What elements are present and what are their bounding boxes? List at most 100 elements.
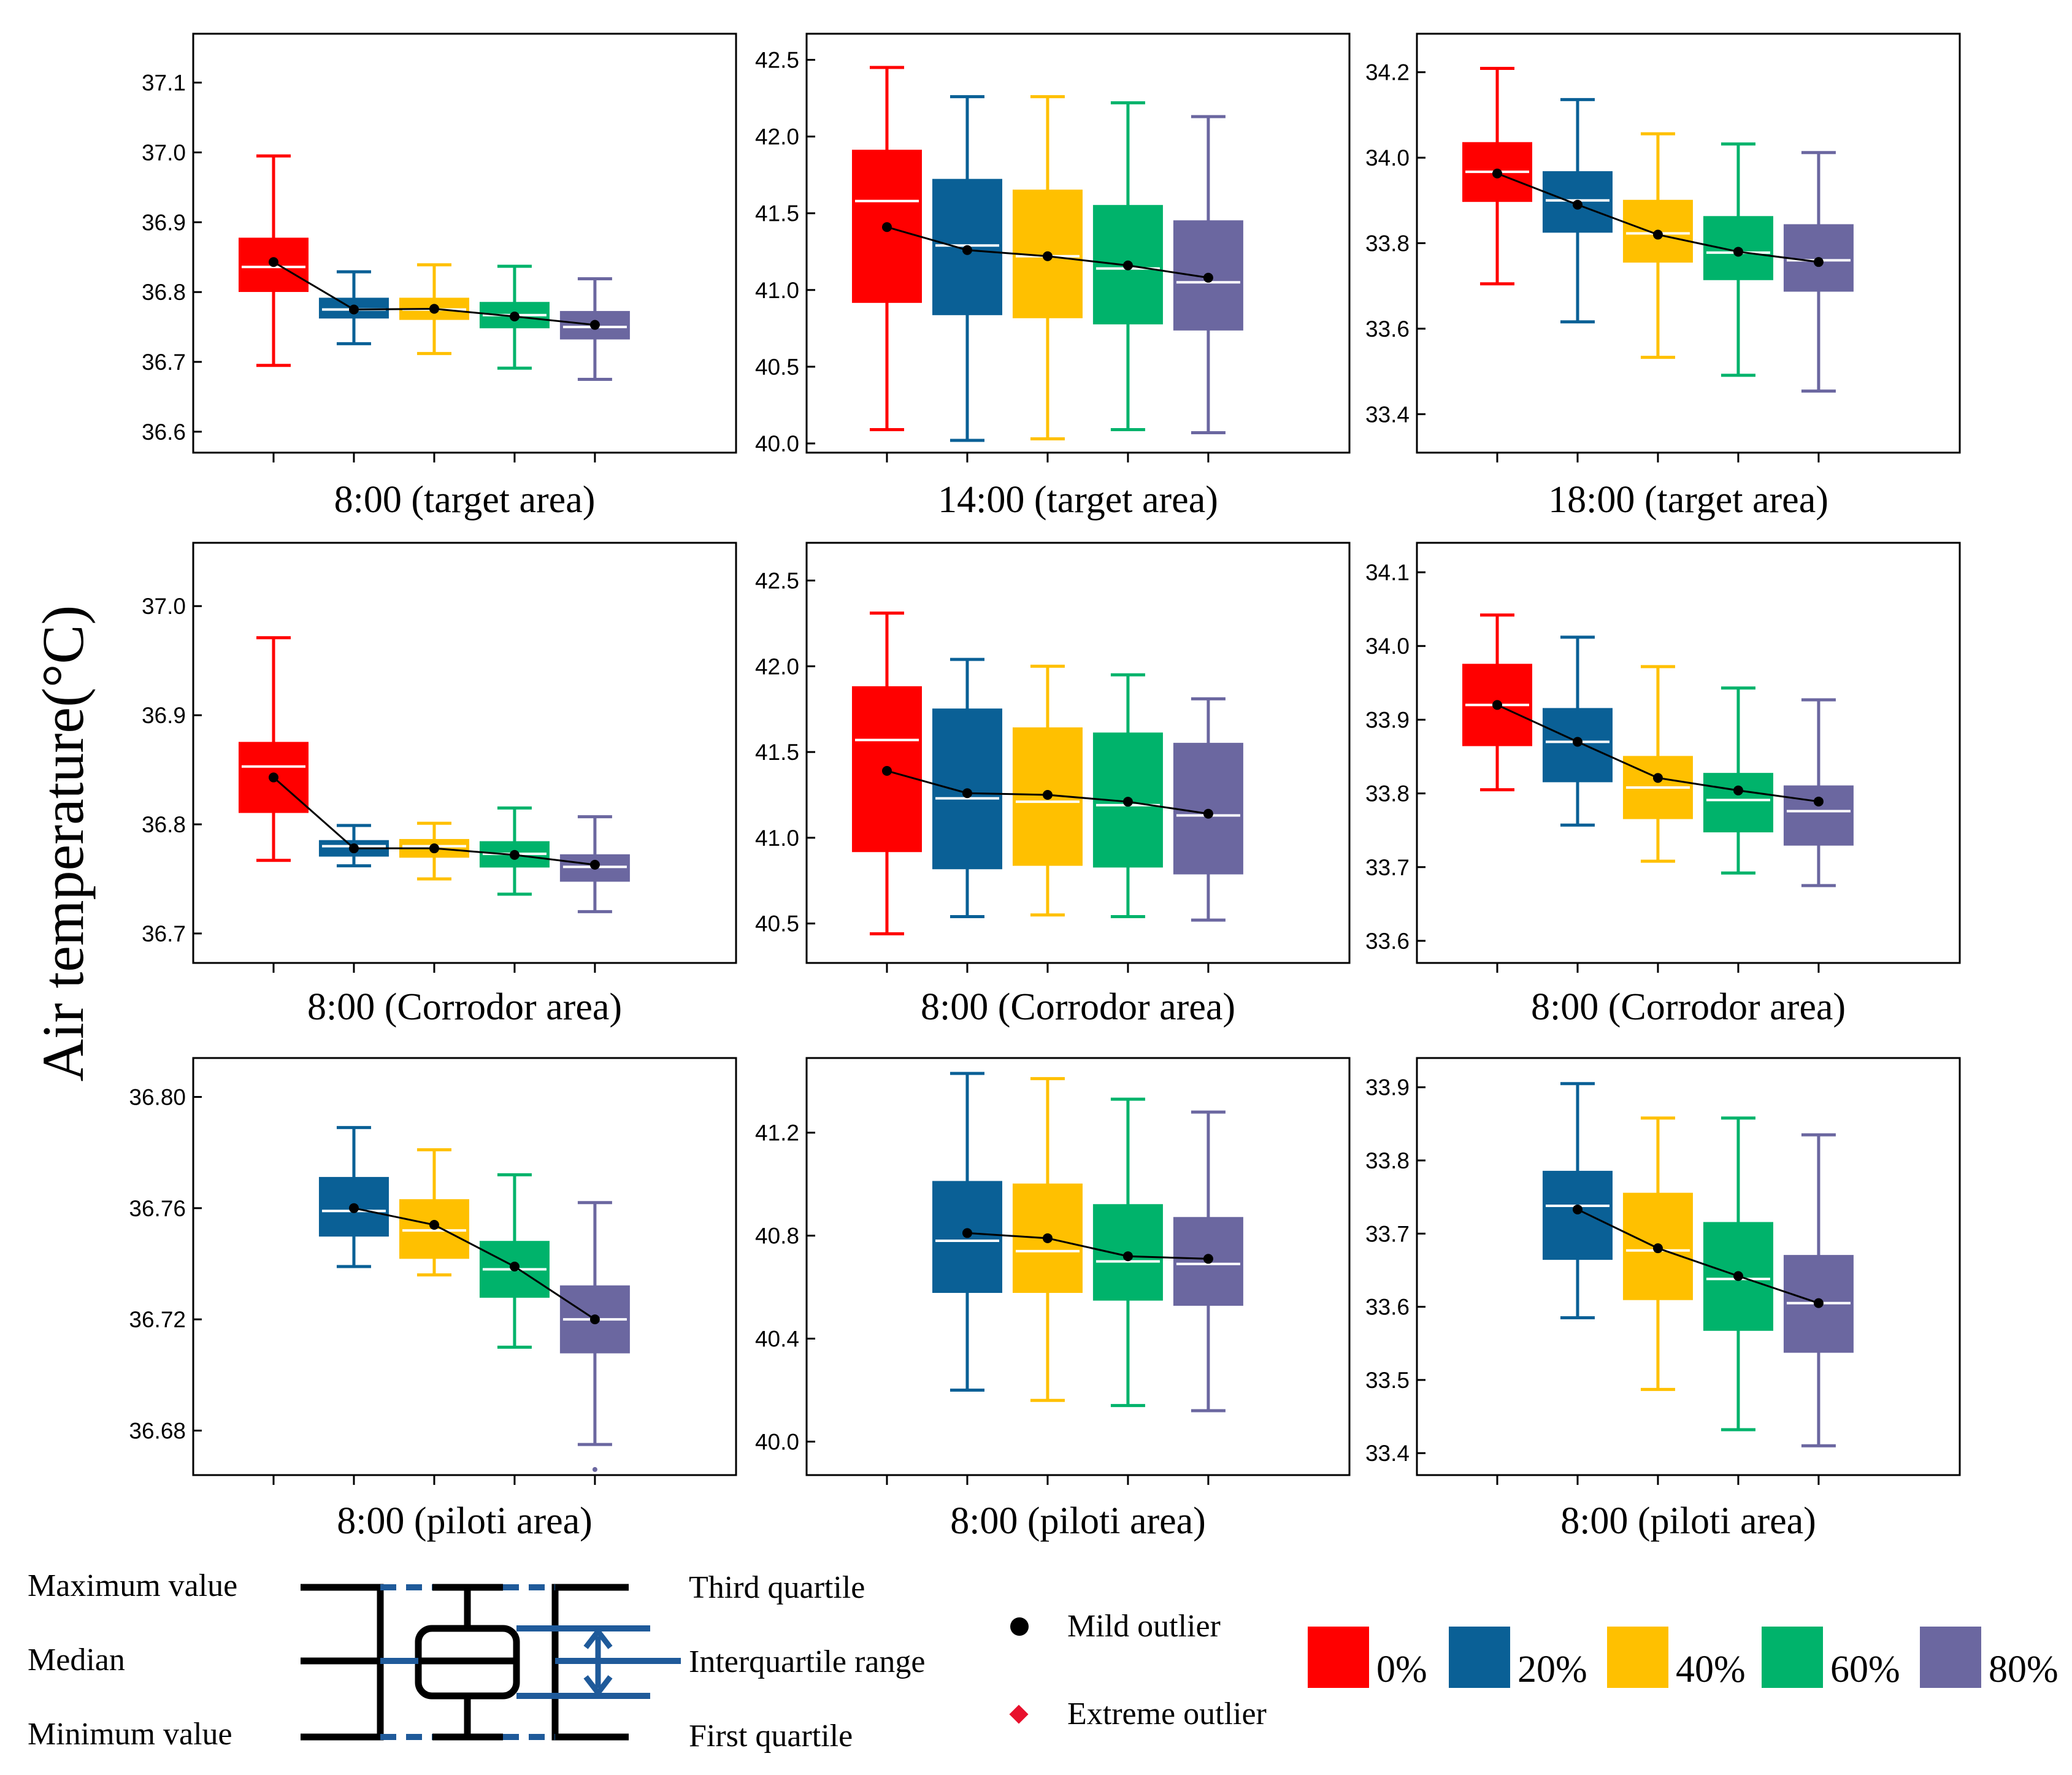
box-40pct: [1622, 1116, 1693, 1391]
panel-title: 8:00 (piloti area): [1560, 1500, 1816, 1542]
panel-title: 8:00 (Corrodor area): [307, 986, 622, 1028]
y-tick-label: 42.5: [755, 48, 799, 73]
legend-swatch-80pct: [1920, 1627, 1981, 1688]
mean-point: [1492, 168, 1502, 178]
plot-frame: [805, 33, 1351, 454]
mean-trend-line: [1577, 1208, 1819, 1305]
plot-frame: [1416, 542, 1961, 964]
box-60pct: [479, 1173, 550, 1349]
mean-point: [1122, 260, 1133, 270]
legend-mild-outlier-label: Mild outlier: [1067, 1609, 1221, 1644]
mean-point: [429, 843, 439, 854]
mean-point: [589, 320, 600, 330]
y-tick-label: 41.2: [755, 1121, 799, 1146]
iqr-box: [1092, 1204, 1163, 1301]
outlier-point: [592, 1466, 597, 1472]
mean-point: [348, 1203, 359, 1213]
box-20pct: [932, 657, 1002, 919]
mean-point: [589, 859, 600, 870]
y-tick-label: 36.80: [129, 1084, 186, 1110]
mean-point: [1492, 700, 1502, 710]
mean-point: [1042, 251, 1053, 261]
y-tick-label: 33.8: [1365, 231, 1410, 256]
legend-swatch-label: 60%: [1830, 1649, 1900, 1690]
box-60pct: [1092, 1097, 1163, 1408]
mean-point: [962, 245, 972, 255]
iqr-box: [1622, 199, 1693, 263]
y-tick-label: 40.8: [755, 1224, 799, 1249]
panel-title: 8:00 (target area): [334, 479, 596, 521]
y-tick-label: 42.5: [755, 569, 799, 594]
mean-point: [1042, 790, 1053, 800]
y-tick-label: 33.9: [1365, 707, 1410, 732]
legend-color-swatches: 0% 20% 40% 60% 80%: [1308, 1627, 2059, 1690]
panel-title: 8:00 (Corrodor area): [921, 986, 1235, 1028]
plot-frame: [805, 1057, 1351, 1476]
legend-maximum-label: Maximum value: [28, 1568, 237, 1603]
y-tick-label: 34.0: [1365, 145, 1410, 171]
iqr-box: [1783, 785, 1854, 846]
mean-trend-line: [353, 1207, 596, 1321]
box-60pct: [1092, 673, 1163, 919]
mean-point: [509, 849, 520, 860]
chart-panel-7: 36.68 36.72 36.76 36.80 8:00 (piloti area): [129, 1057, 737, 1542]
y-tick-label: 36.8: [142, 280, 186, 305]
mean-point: [1042, 1233, 1053, 1243]
y-tick-label: 34.0: [1365, 634, 1410, 659]
mean-point: [1203, 1254, 1213, 1264]
y-tick-label: 40.5: [755, 911, 799, 937]
y-tick-label: 33.4: [1365, 402, 1410, 427]
iqr-box: [1703, 773, 1773, 833]
y-tick-label: 40.4: [755, 1327, 799, 1352]
legend-swatch-40pct: [1607, 1627, 1668, 1688]
y-tick-label: 36.9: [142, 210, 186, 235]
mean-point: [881, 222, 892, 232]
box-0pct: [238, 154, 309, 367]
y-tick-label: 36.68: [129, 1418, 186, 1443]
y-tick-label: 33.4: [1365, 1441, 1410, 1466]
box-80pct: [1783, 151, 1854, 393]
y-tick-label: 36.72: [129, 1307, 186, 1332]
panel-title: 8:00 (Corrodor area): [1531, 986, 1846, 1028]
y-tick-label: 36.9: [142, 703, 186, 728]
box-80pct: [559, 277, 630, 381]
plot-frame: [192, 33, 737, 454]
legend-mild-outlier-marker: [1010, 1617, 1029, 1636]
mean-point: [1203, 808, 1213, 819]
y-tick-label: 41.5: [755, 740, 799, 765]
mean-point: [429, 1220, 439, 1230]
chart-panel-1: 36.6 36.7 36.8 36.9 37.0 37.1 8:00 (target are…: [142, 33, 737, 521]
box-60pct: [1703, 142, 1773, 377]
y-tick-label: 36.7: [142, 350, 186, 375]
box-20pct: [932, 1072, 1002, 1392]
box-0pct: [238, 636, 309, 862]
y-tick-label: 33.6: [1365, 929, 1410, 954]
box-0pct: [1462, 613, 1532, 792]
y-tick-label: 33.8: [1365, 1148, 1410, 1173]
legend-swatch-label: 20%: [1518, 1649, 1587, 1690]
mean-point: [1203, 272, 1213, 283]
box-20pct: [1542, 1082, 1613, 1320]
legend-iqr-label: Interquartile range: [689, 1644, 925, 1679]
mean-trend-line: [967, 1232, 1208, 1260]
box-40pct: [1622, 132, 1693, 359]
mean-point: [1652, 1243, 1663, 1254]
mean-point: [1122, 1251, 1133, 1262]
y-tick-label: 33.6: [1365, 1295, 1410, 1320]
panel-title: 18:00 (target area): [1548, 479, 1828, 521]
y-axis-main-label: Air temperature(°C): [30, 605, 96, 1082]
y-tick-label: 36.6: [142, 420, 186, 445]
legend-swatch-label: 40%: [1676, 1649, 1746, 1690]
mean-point: [348, 304, 359, 315]
y-tick-label: 36.7: [142, 921, 186, 946]
y-tick-label: 42.0: [755, 654, 799, 679]
legend-swatch-0pct: [1308, 1627, 1369, 1688]
box-40pct: [1622, 665, 1693, 863]
mean-point: [1733, 1271, 1743, 1281]
plot-frame: [192, 1057, 737, 1476]
y-tick-label: 34.1: [1365, 560, 1410, 585]
y-tick-label: 33.7: [1365, 855, 1410, 880]
chart-panel-4: 36.7 36.8 36.9 37.0 8:00 (Corrodor area): [142, 542, 737, 1028]
chart-panels: 36.6 36.7 36.8 36.9 37.0 37.1 8:00 (target are…: [129, 33, 1961, 1542]
mean-point: [1813, 796, 1824, 807]
